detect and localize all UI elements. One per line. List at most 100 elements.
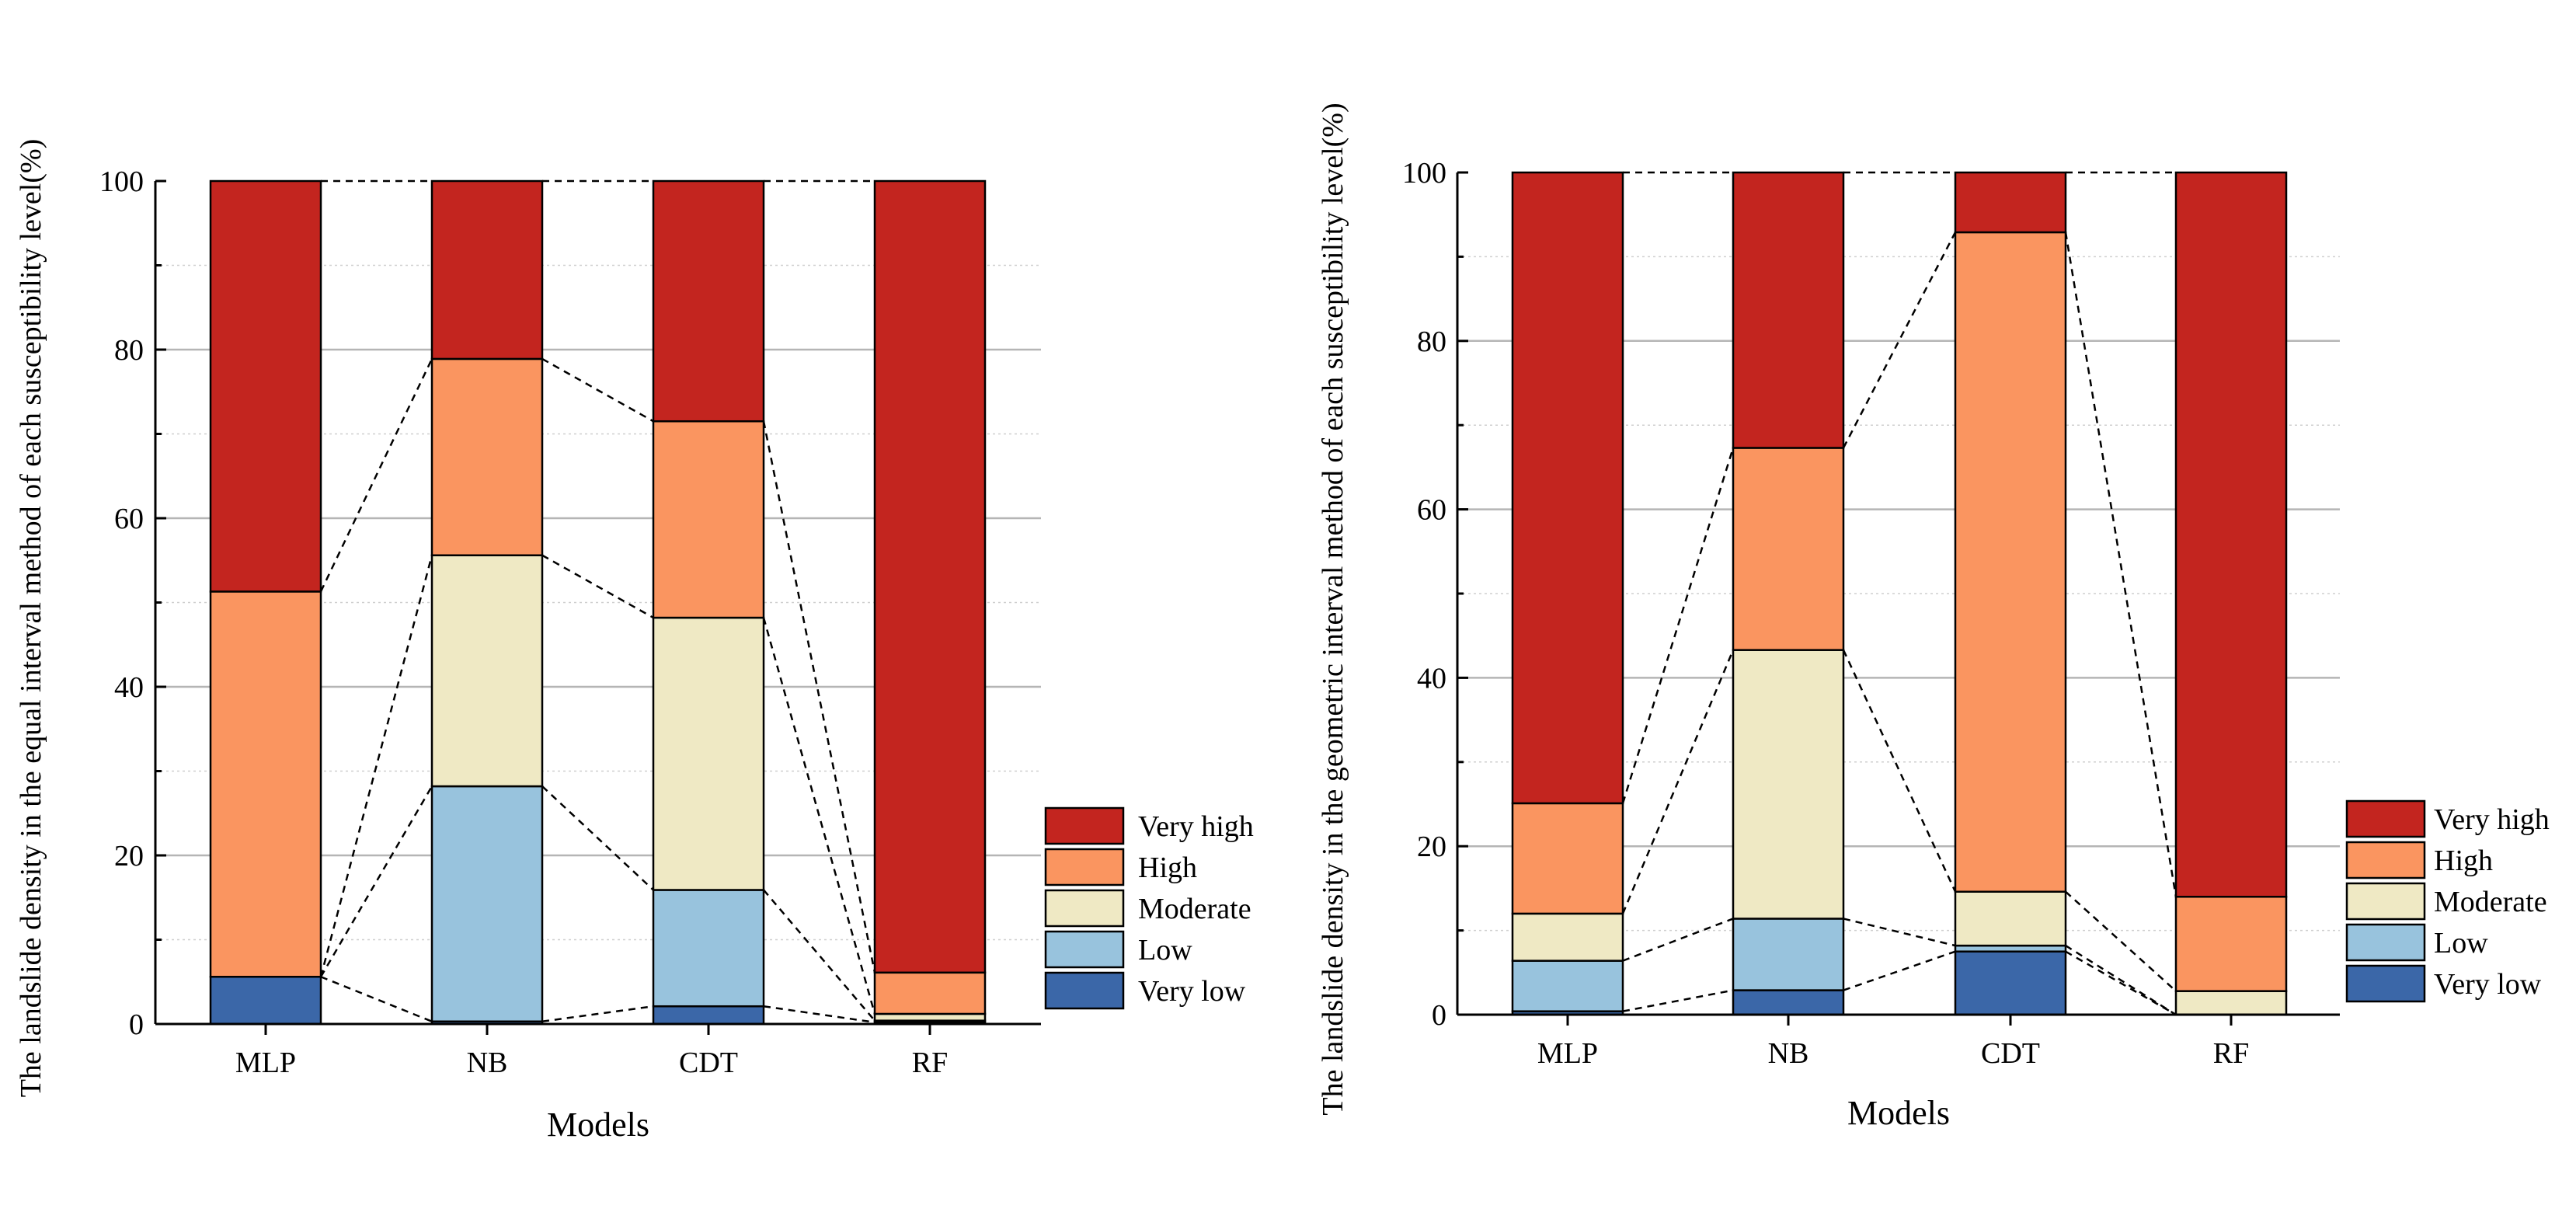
bar-segment-rf-very-high [873, 179, 987, 974]
x-tick-label: CDT [1981, 1037, 2040, 1070]
connector-line [1621, 650, 1735, 914]
legend-swatch-high [2345, 841, 2426, 879]
bar-segment-nb-high [430, 357, 544, 556]
bar-segment-mlp-very-high [1511, 171, 1624, 805]
bar-segment-mlp-low [1511, 960, 1624, 1012]
bar-segment-nb-moderate [430, 554, 544, 788]
y-tick-label: 80 [1417, 326, 1446, 358]
connector-line [762, 617, 876, 1015]
bar-segment-mlp-high [209, 590, 322, 978]
bar-segment-cdt-very-low [652, 1005, 765, 1026]
y-tick-label: 100 [99, 165, 144, 198]
connector-line [1621, 448, 1735, 804]
bar-segment-cdt-very-high [1954, 171, 2067, 234]
x-axis-title: Models [1847, 1094, 1950, 1132]
legend-swatch-very-high [2345, 799, 2426, 838]
bar-segment-cdt-very-low [1954, 950, 2067, 1016]
y-axis-title: The landslide density in the geometric i… [1317, 103, 1349, 1115]
connector-line [762, 420, 876, 973]
connector-line [1842, 232, 1957, 449]
legend-label: Very high [2434, 803, 2550, 836]
x-tick-label: MLP [1537, 1037, 1598, 1070]
connector-line [763, 889, 875, 1022]
y-tick-label: 60 [114, 503, 144, 535]
y-tick-label: 100 [1402, 157, 1446, 190]
x-tick-label: RF [2213, 1037, 2249, 1070]
connector-line [1622, 918, 1734, 962]
legend-label: Low [1138, 934, 1192, 966]
connector-line [1843, 950, 1956, 991]
x-tick-label: NB [467, 1047, 508, 1079]
bar-segment-nb-very-high [1732, 171, 1845, 449]
connector-line [319, 785, 433, 977]
legend-swatch-moderate [2345, 882, 2426, 921]
bar-segment-rf-moderate [873, 1012, 987, 1022]
connector-line [319, 358, 433, 592]
bar-segment-cdt-very-high [652, 179, 765, 423]
bar-segment-rf-high [873, 971, 987, 1015]
chart-panel-geometric-interval: 0 20 40 60 80 100 MLP NB CDT RF Models The landslid… [1317, 103, 2550, 1132]
connector-line [319, 555, 433, 977]
legend-label: Moderate [2434, 886, 2547, 918]
legend-swatch-high [1044, 848, 1125, 886]
x-tick-label: CDT [679, 1047, 738, 1079]
connector-line [1622, 989, 1734, 1012]
bar-segment-rf-moderate [2174, 990, 2288, 1016]
x-tick-label: NB [1768, 1037, 1809, 1070]
connector-line [320, 976, 433, 1022]
bar-segment-cdt-high [1954, 231, 2067, 893]
legend-swatch-moderate [1044, 889, 1125, 928]
legend-swatch-low [2345, 923, 2426, 962]
bar-segment-rf-high [2174, 895, 2288, 992]
bar-segment-mlp-moderate [1511, 912, 1624, 962]
y-tick-label: 40 [1417, 662, 1446, 695]
legend-label: Very low [1138, 975, 1246, 1008]
legend-swatch-very-low [2345, 964, 2426, 1003]
x-tick-label: RF [912, 1047, 948, 1079]
y-axis-title: The landslide density in the equal inter… [15, 139, 47, 1098]
bar-segment-cdt-high [652, 420, 765, 619]
legend-swatch-low [1044, 930, 1125, 969]
legend-label: Very low [2434, 968, 2542, 1001]
y-tick-label: 0 [1432, 999, 1446, 1032]
connector-line [2065, 890, 2177, 992]
y-tick-label: 80 [114, 334, 144, 367]
connector-line [2065, 950, 2177, 1016]
legend-swatch-very-high [1044, 806, 1125, 845]
bar-segment-mlp-very-high [209, 179, 322, 593]
bar-segment-nb-low [430, 785, 544, 1022]
x-axis-title: Models [547, 1106, 649, 1144]
x-tick-label: MLP [235, 1047, 296, 1079]
connector-line [541, 554, 654, 619]
y-tick-label: 60 [1417, 494, 1446, 527]
connector-line [2064, 232, 2177, 897]
connector-line [1843, 918, 1956, 947]
bar-segment-cdt-low [652, 889, 765, 1008]
bar-segment-nb-very-high [430, 179, 544, 360]
bar-segment-mlp-high [1511, 802, 1624, 915]
legend-label: High [1138, 852, 1197, 884]
bar-segment-cdt-moderate [1954, 890, 2067, 947]
bar-segment-mlp-very-low [209, 975, 322, 1026]
bar-segment-nb-very-low [1732, 989, 1845, 1016]
legend-swatch-very-low [1044, 971, 1125, 1010]
legend-label: Very high [1138, 810, 1254, 843]
bar-segment-nb-high [1732, 447, 1845, 651]
legend-label: Moderate [1138, 893, 1251, 925]
legend-label: Low [2434, 927, 2488, 960]
connector-line [541, 1005, 654, 1022]
connector-line [763, 1005, 875, 1024]
legend-label: High [2434, 845, 2493, 877]
y-tick-label: 40 [114, 671, 144, 704]
chart-panel-equal-interval: 0 20 40 60 80 100 MLP NB CDT RF Models The landslid… [15, 139, 1254, 1144]
bar-segment-nb-low [1732, 918, 1845, 991]
y-tick-label: 20 [1417, 831, 1446, 863]
connector-line [2065, 945, 2177, 1016]
y-tick-label: 20 [114, 840, 144, 872]
connector-line [541, 357, 654, 423]
connector-line [1842, 650, 1957, 893]
y-tick-label: 0 [129, 1008, 144, 1041]
bar-segment-nb-moderate [1732, 649, 1845, 920]
